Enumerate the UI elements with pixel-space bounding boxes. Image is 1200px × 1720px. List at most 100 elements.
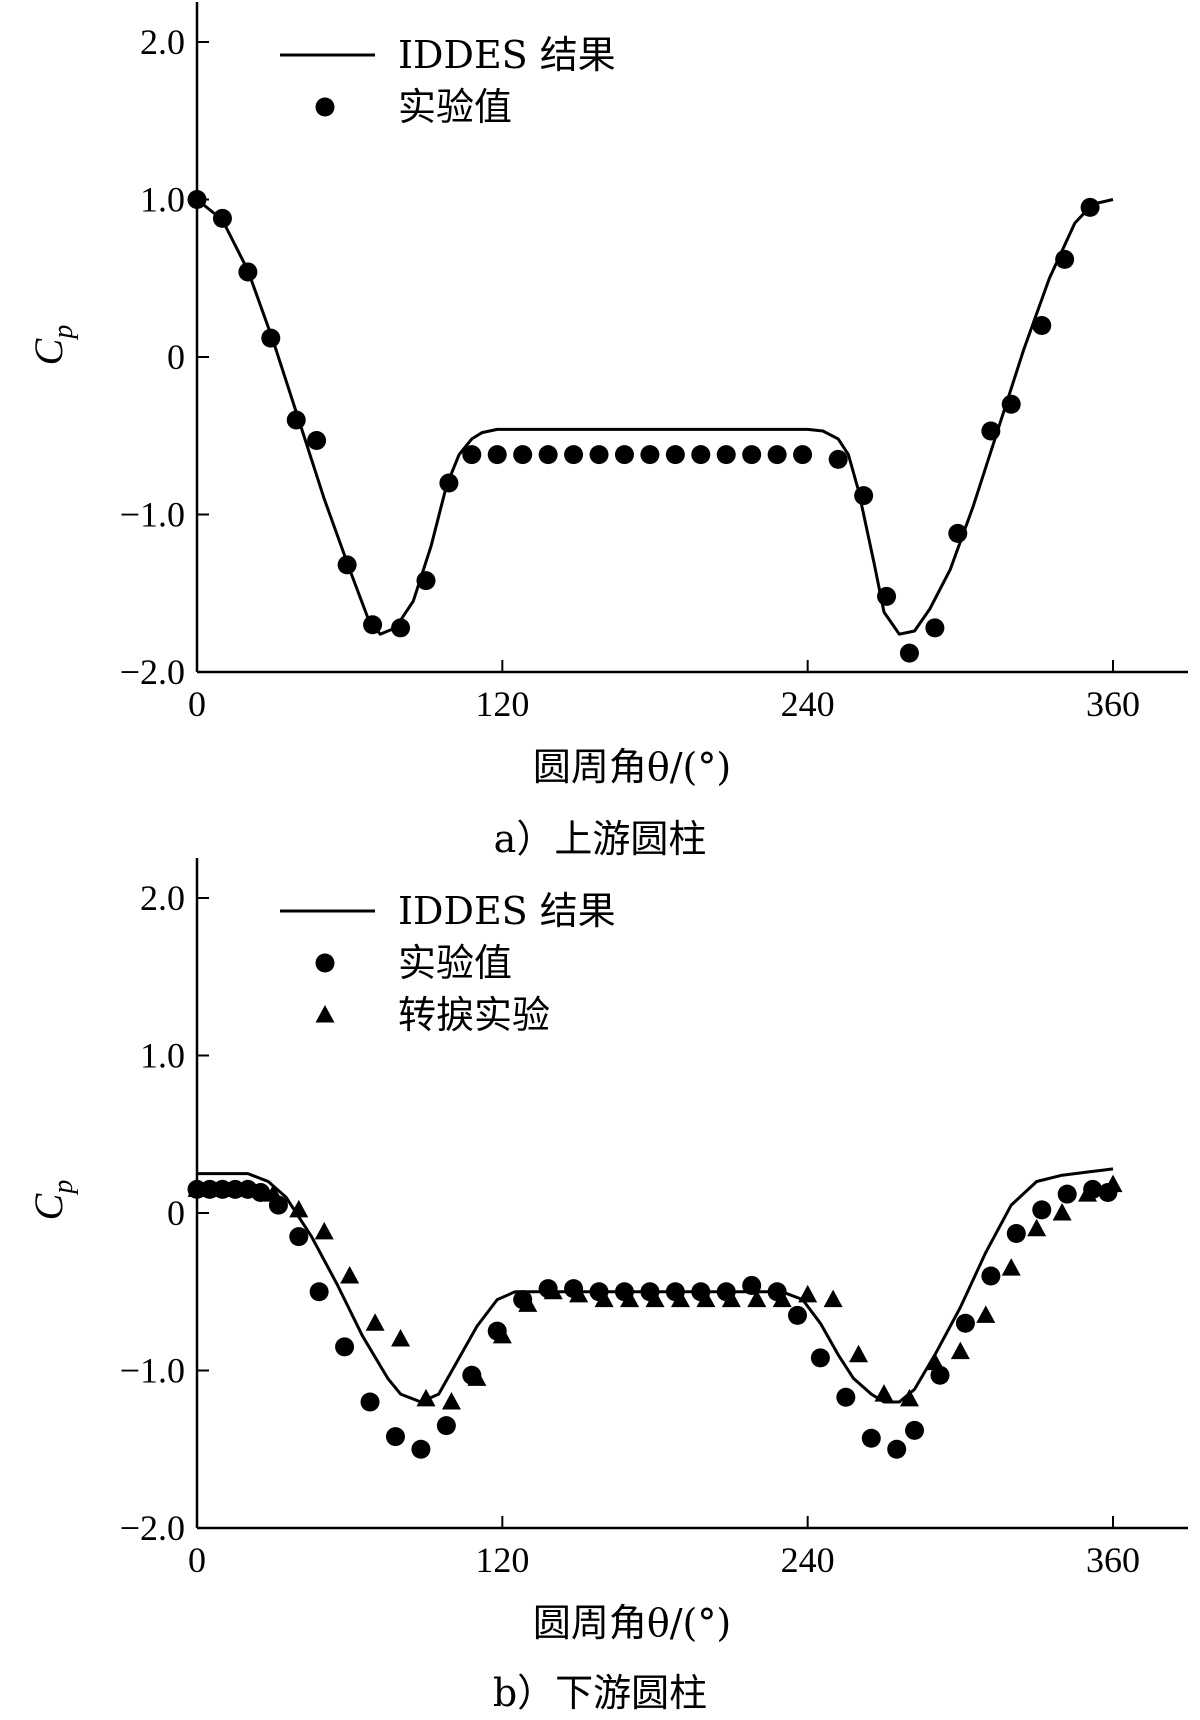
data-point-triangle	[1001, 1258, 1021, 1276]
data-point-circle	[640, 445, 660, 465]
y-axis-label-a: Cp	[26, 325, 79, 366]
x-tick-label: 360	[1086, 1540, 1140, 1580]
data-point-triangle	[849, 1344, 869, 1363]
data-point-triangle	[670, 1289, 690, 1308]
legend-item: 实验值	[315, 85, 512, 129]
data-point-triangle	[212, 1179, 232, 1197]
data-point-triangle	[314, 1221, 334, 1240]
y-axis-label-b: Cp	[26, 1180, 79, 1221]
data-point-circle	[439, 473, 459, 493]
x-tick-label: 0	[188, 684, 206, 724]
data-point-triangle	[950, 1341, 970, 1360]
data-point-triangle	[696, 1289, 716, 1308]
data-point-circle	[538, 445, 558, 465]
data-point-triangle	[747, 1289, 767, 1308]
y-tick-label: 2.0	[140, 22, 185, 62]
y-tick-label: 1.0	[140, 180, 185, 220]
data-point-circle	[360, 1392, 380, 1412]
legend-item: IDDES 结果	[280, 33, 616, 77]
data-point-triangle	[1078, 1184, 1098, 1202]
y-tick-label: −2.0	[120, 1508, 185, 1548]
legend-circle-swatch	[315, 97, 335, 117]
data-point-circle	[854, 486, 874, 506]
data-point-circle	[836, 1387, 856, 1407]
axes-a	[195, 2, 1188, 674]
data-point-circle	[1057, 1184, 1077, 1204]
data-point-triangle	[543, 1281, 563, 1300]
y-tick-label: 0	[167, 1193, 185, 1233]
caption-b: b）下游圆柱	[493, 1671, 707, 1715]
data-point-circle	[1006, 1223, 1026, 1243]
data-point-triangle	[441, 1392, 461, 1410]
data-point-circle	[981, 421, 1001, 441]
x-tick-label: 240	[781, 1540, 835, 1580]
x-tick-label: 360	[1086, 684, 1140, 724]
data-point-circle	[1032, 316, 1052, 335]
y-tick-label: 2.0	[140, 878, 185, 918]
ticks-b: 2.01.00−1.0−2.00 120 240 360	[120, 878, 1140, 1580]
data-point-circle	[289, 1227, 309, 1247]
data-point-circle	[787, 1305, 807, 1325]
panel-downstream-cylinder: 2.01.00−1.0−2.00 120 240 360 IDDES 结果实验值转捩实…	[26, 858, 1188, 1715]
data-point-circle	[307, 430, 327, 450]
data-point-circle	[416, 571, 436, 591]
data-point-triangle	[1027, 1218, 1047, 1237]
data-point-triangle	[823, 1289, 843, 1308]
data-point-triangle	[721, 1289, 741, 1308]
data-point-triangle	[416, 1388, 436, 1407]
data-point-circle	[899, 643, 919, 663]
data-point-circle	[614, 445, 634, 465]
data-point-triangle	[976, 1305, 996, 1323]
data-point-circle	[411, 1439, 431, 1459]
data-point-triangle	[925, 1352, 945, 1371]
data-point-circle	[309, 1282, 329, 1302]
data-point-triangle	[340, 1266, 360, 1284]
data-point-circle	[930, 1365, 950, 1385]
data-point-circle	[286, 410, 306, 430]
x-tick-label: 0	[188, 1540, 206, 1580]
data-point-triangle	[645, 1289, 665, 1308]
y-tick-label: −1.0	[120, 1351, 185, 1391]
data-point-circle	[385, 1427, 405, 1447]
data-point-circle	[391, 618, 411, 638]
data-point-triangle	[569, 1284, 589, 1303]
data-point-circle	[1001, 394, 1021, 414]
data-point-triangle	[263, 1184, 283, 1202]
data-point-triangle	[899, 1388, 919, 1407]
data-point-triangle	[492, 1325, 512, 1344]
data-point-circle	[1032, 1200, 1052, 1220]
x-tick-label: 120	[475, 684, 529, 724]
x-axis-label-a: 圆周角θ/(°)	[533, 745, 731, 789]
data-point-circle	[877, 586, 897, 606]
data-point-circle	[335, 1337, 355, 1357]
legend-label: IDDES 结果	[398, 889, 616, 933]
x-tick-label: 120	[475, 1540, 529, 1580]
data-point-circle	[905, 1420, 925, 1440]
data-point-circle	[564, 445, 584, 465]
legend-triangle-swatch	[315, 1005, 335, 1023]
data-point-circle	[1080, 197, 1100, 217]
data-point-circle	[828, 449, 848, 469]
y-tick-label: −1.0	[120, 495, 185, 535]
y-tick-label: 1.0	[140, 1036, 185, 1076]
data-point-triangle	[772, 1289, 792, 1308]
data-point-circle	[589, 445, 609, 465]
data-point-circle	[363, 615, 383, 635]
data-point-triangle	[518, 1294, 538, 1312]
data-point-triangle	[798, 1284, 818, 1303]
data-point-circle	[513, 445, 533, 465]
data-point-triangle	[594, 1289, 614, 1308]
axes-b	[195, 858, 1188, 1530]
data-point-circle	[487, 445, 507, 465]
marks-a	[187, 190, 1114, 663]
data-point-circle	[716, 445, 736, 465]
data-point-triangle	[620, 1289, 640, 1308]
data-point-circle	[238, 262, 258, 282]
data-point-triangle	[1052, 1203, 1072, 1221]
y-tick-label: 0	[167, 337, 185, 377]
data-point-triangle	[391, 1329, 411, 1347]
data-point-circle	[793, 445, 813, 465]
caption-a: a）上游圆柱	[494, 817, 707, 861]
